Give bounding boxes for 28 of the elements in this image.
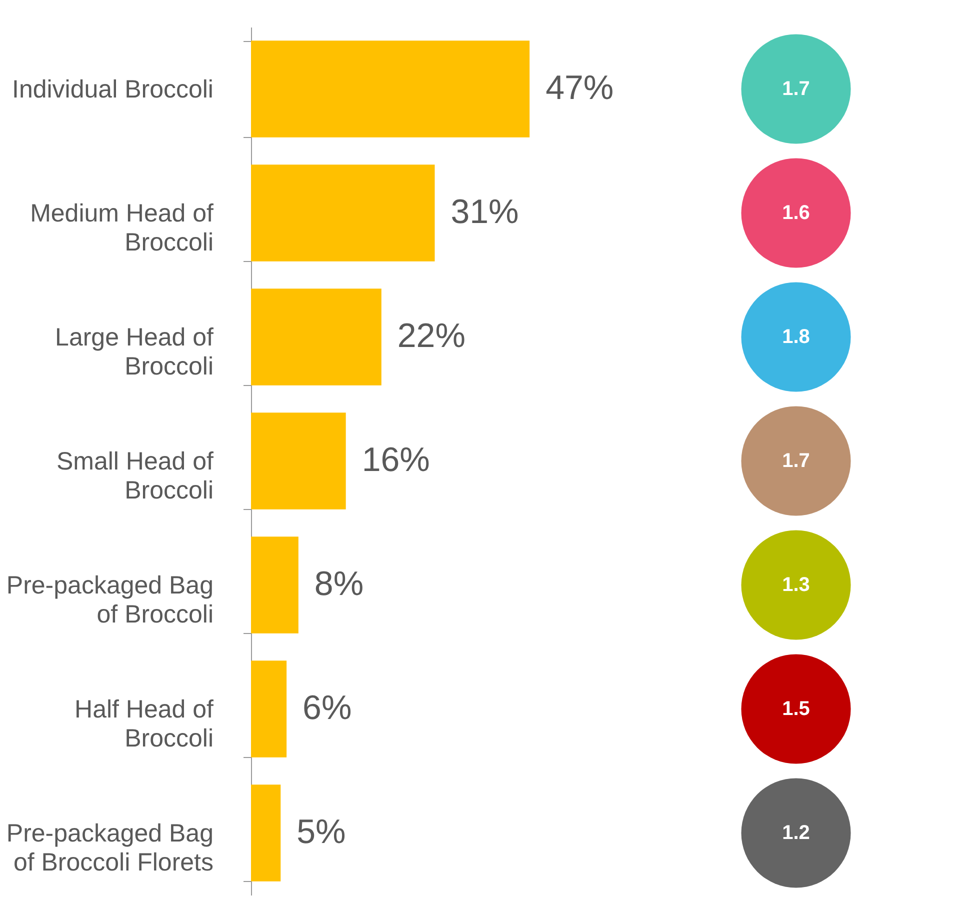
y-tick-label: Small Head of Broccoli bbox=[56, 448, 214, 504]
data-label: 16% bbox=[362, 441, 430, 479]
data-label: 1.7 bbox=[782, 78, 810, 100]
data-label: 5% bbox=[296, 813, 346, 851]
data-label: 1.6 bbox=[782, 202, 810, 224]
y-tick-label: Large Head of Broccoli bbox=[55, 324, 214, 380]
bar bbox=[251, 784, 281, 882]
y-tick-label: Pre-packaged Bag of Broccoli Florets bbox=[6, 820, 214, 876]
bar bbox=[251, 164, 435, 262]
data-label: 1.7 bbox=[782, 450, 810, 472]
data-label: 1.5 bbox=[782, 698, 810, 720]
data-label: 22% bbox=[397, 317, 466, 355]
bar bbox=[251, 288, 382, 386]
bar bbox=[251, 536, 298, 634]
data-label: 1.2 bbox=[782, 822, 810, 844]
bar bbox=[251, 660, 287, 758]
data-label: 6% bbox=[302, 689, 352, 727]
y-tick-label: Pre-packaged Bag of Broccoli bbox=[6, 572, 214, 628]
y-tick-label: Medium Head of Broccoli bbox=[30, 200, 214, 256]
data-label: 8% bbox=[314, 565, 364, 603]
bar bbox=[251, 412, 346, 510]
data-label: 1.3 bbox=[782, 574, 810, 596]
y-tick-label: Half Head of Broccoli bbox=[74, 696, 214, 752]
data-label: 1.8 bbox=[782, 326, 810, 348]
data-label: 31% bbox=[450, 193, 519, 231]
y-tick-label: Individual Broccoli bbox=[12, 76, 214, 104]
bar bbox=[251, 40, 530, 138]
data-label: 47% bbox=[546, 69, 614, 107]
